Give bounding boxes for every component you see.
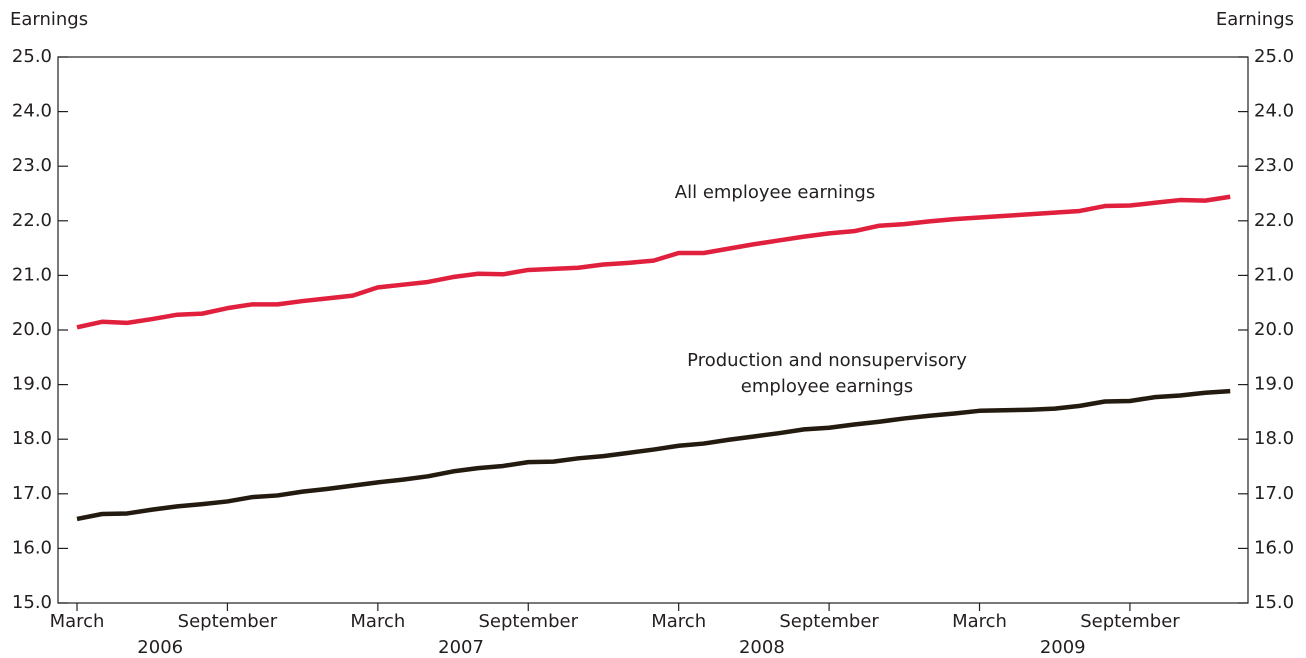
y-tick-label: 19.0 [12, 374, 52, 395]
y2-tick-label: 18.0 [1254, 428, 1294, 449]
series-annotation: Production and nonsupervisory employee e… [687, 350, 967, 397]
y-tick-label: 16.0 [12, 537, 52, 558]
x-tick-label: September [779, 611, 879, 632]
x-tick-label: March [952, 611, 1007, 632]
y2-axis-label: Earnings [1216, 9, 1294, 30]
x-tick-label: March [651, 611, 706, 632]
series-annotation: All employee earnings [674, 182, 876, 203]
y-tick-label: 24.0 [12, 101, 52, 122]
series-line [76, 388, 1231, 522]
year-label: 2009 [1040, 637, 1086, 658]
year-label: 2008 [739, 637, 785, 658]
x-tick-label: March [50, 611, 105, 632]
y2-tick-label: 19.0 [1254, 374, 1294, 395]
y-tick-label: 21.0 [12, 264, 52, 285]
y2-tick-label: 17.0 [1254, 483, 1294, 504]
x-tick-label: September [178, 611, 278, 632]
y-tick-label: 17.0 [12, 483, 52, 504]
y2-tick-label: 15.0 [1254, 592, 1294, 613]
y-tick-label: 25.0 [12, 46, 52, 67]
y2-tick-label: 22.0 [1254, 210, 1294, 231]
y-tick-label: 23.0 [12, 155, 52, 176]
y-tick-label: 18.0 [12, 428, 52, 449]
y-tick-label: 15.0 [12, 592, 52, 613]
y-axis-label: Earnings [10, 9, 88, 30]
y-tick-label: 20.0 [12, 319, 52, 340]
series-line [76, 194, 1231, 330]
year-label: 2006 [137, 637, 183, 658]
x-tick-label: September [1080, 611, 1180, 632]
y2-tick-label: 20.0 [1254, 319, 1294, 340]
x-tick-label: September [479, 611, 579, 632]
y2-tick-label: 16.0 [1254, 537, 1294, 558]
y2-tick-label: 25.0 [1254, 46, 1294, 67]
x-tick-label: March [350, 611, 405, 632]
y2-tick-label: 21.0 [1254, 264, 1294, 285]
y2-tick-label: 23.0 [1254, 155, 1294, 176]
year-label: 2007 [438, 637, 484, 658]
plot-frame [57, 56, 1249, 604]
y2-tick-label: 24.0 [1254, 101, 1294, 122]
y-tick-label: 22.0 [12, 210, 52, 231]
